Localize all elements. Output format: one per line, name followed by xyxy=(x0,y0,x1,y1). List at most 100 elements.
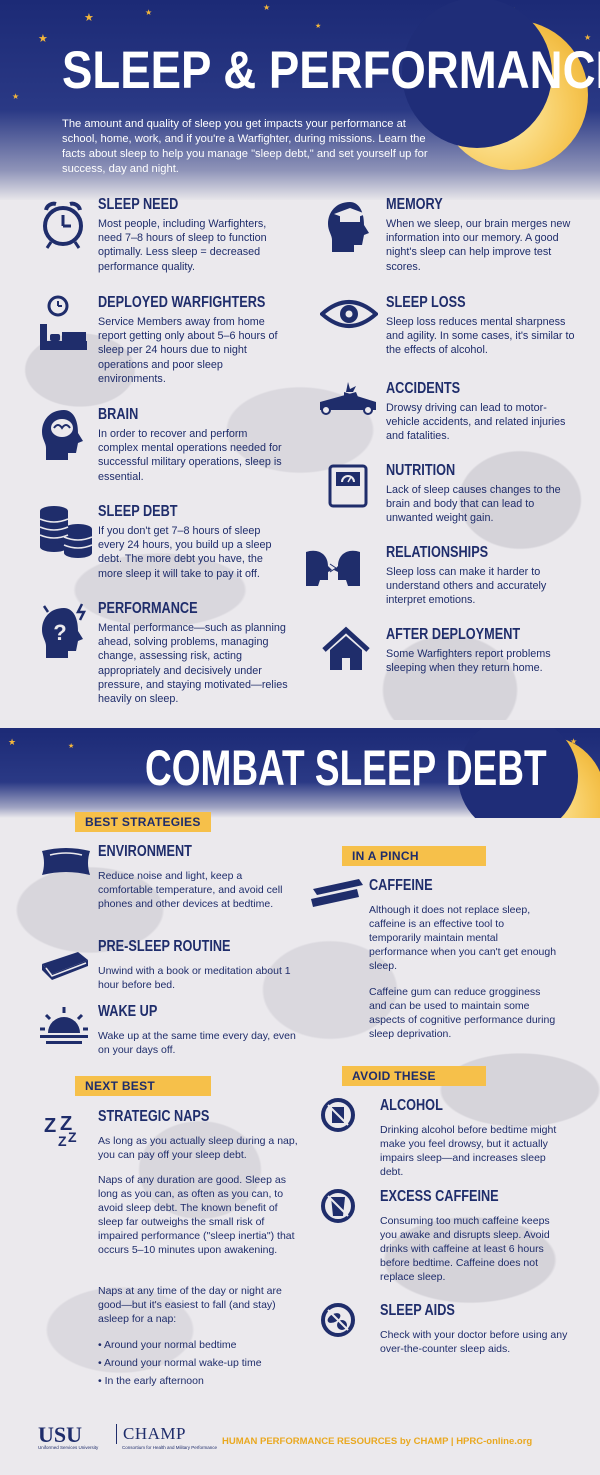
strategy-text: Reduce noise and light, keep a comfortab… xyxy=(98,870,283,910)
bed-clock-icon xyxy=(40,295,87,350)
eye-icon xyxy=(320,300,378,328)
graduation-head-icon xyxy=(328,202,369,252)
next-best-banner: NEXT BEST xyxy=(75,1076,211,1096)
svg-text:Z: Z xyxy=(44,1115,56,1137)
fact-text: Mental performance—such as planning ahea… xyxy=(98,622,288,706)
fact-text: Most people, including Warfighters, need… xyxy=(98,218,267,273)
fact-title: MEMORY xyxy=(386,196,443,213)
avoid-title: ALCOHOL xyxy=(380,1097,443,1114)
no-alcohol-icon xyxy=(321,1098,355,1132)
fact-text: Some Warfighters report problems sleepin… xyxy=(386,648,551,675)
usu-logo: USU xyxy=(38,1422,83,1447)
scale-icon xyxy=(328,464,368,508)
question-head-icon: ? xyxy=(42,603,87,658)
caffeine-title: CAFFEINE xyxy=(369,877,433,894)
fact-text: Sleep loss reduces mental sharpness and … xyxy=(386,316,575,357)
fact-text: Drowsy driving can lead to motor-vehicle… xyxy=(386,402,566,443)
fact-performance: ? PERFORMANCE Mental performance—such as… xyxy=(38,600,288,715)
star-icon: ★ xyxy=(570,737,578,746)
avoid-text: Consuming too much caffeine keeps you aw… xyxy=(380,1215,550,1283)
combat-title: COMBAT SLEEP DEBT xyxy=(145,740,547,796)
fact-relationships: RELATIONSHIPS Sleep loss can make it har… xyxy=(306,544,580,624)
avoid-these-banner: AVOID THESE xyxy=(342,1066,486,1086)
fact-nutrition: NUTRITION Lack of sleep causes changes t… xyxy=(320,462,580,542)
fact-title: DEPLOYED WARFIGHTERS xyxy=(98,294,266,311)
zzz-icon: Z Z Z Z xyxy=(44,1113,77,1149)
fact-sleep-debt: SLEEP DEBT If you don't get 7–8 hours of… xyxy=(38,503,288,598)
coin-stack-icon xyxy=(39,506,93,558)
footer: USU Uniformed Services University CHAMP … xyxy=(0,1400,600,1475)
fact-title: NUTRITION xyxy=(386,462,456,479)
star-icon: ★ xyxy=(263,3,271,12)
fact-title: PERFORMANCE xyxy=(98,600,198,617)
avoid-title: SLEEP AIDS xyxy=(380,1302,455,1319)
header-sky: ★ ★ ★ ★ ★ ★ ★ ★ xyxy=(0,0,600,200)
strategy-pre-sleep-routine: PRE-SLEEP ROUTINE Unwind with a book or … xyxy=(38,938,291,998)
fact-title: RELATIONSHIPS xyxy=(386,544,489,561)
naps-text-3: Naps at any time of the day or night are… xyxy=(98,1285,282,1325)
champ-logo: CHAMP xyxy=(116,1424,186,1444)
gum-icon xyxy=(311,879,363,907)
intro-text: The amount and quality of sleep you get … xyxy=(62,118,428,175)
fact-title: AFTER DEPLOYMENT xyxy=(386,626,521,643)
strategy-text: Unwind with a book or meditation about 1… xyxy=(98,965,291,991)
pillow-icon xyxy=(42,848,90,875)
avoid-text: Check with your doctor before using any … xyxy=(380,1329,568,1355)
no-caffeine-icon xyxy=(321,1189,355,1223)
fact-text: When we sleep, our brain merges new info… xyxy=(386,218,571,273)
fact-deployed-warfighters: DEPLOYED WARFIGHTERS Service Members awa… xyxy=(38,294,288,404)
list-item: Around your normal wake-up time xyxy=(98,1354,298,1372)
fact-memory: MEMORY When we sleep, our brain merges n… xyxy=(320,196,580,286)
fact-title: BRAIN xyxy=(98,406,139,423)
avoid-text: Drinking alcohol before bedtime might ma… xyxy=(380,1124,557,1178)
combat-header-sky: ★ ★ ★ ★ xyxy=(0,728,600,818)
strategy-text: Wake up at the same time every day, even… xyxy=(98,1030,296,1056)
list-item: Around your normal bedtime xyxy=(98,1336,298,1354)
usu-subtitle: Uniformed Services University xyxy=(38,1445,99,1450)
avoid-title: EXCESS CAFFEINE xyxy=(380,1188,499,1205)
camo-background-top xyxy=(0,170,600,720)
fact-text: Sleep loss can make it harder to underst… xyxy=(386,566,547,607)
avoid-excess-caffeine: EXCESS CAFFEINE Consuming too much caffe… xyxy=(320,1188,580,1293)
star-icon: ★ xyxy=(68,743,75,750)
fact-text: In order to recover and perform complex … xyxy=(98,428,282,483)
star-icon: ★ xyxy=(145,8,153,17)
svg-text:Z: Z xyxy=(58,1133,67,1149)
svg-text:Z: Z xyxy=(60,1113,72,1135)
svg-text:Z: Z xyxy=(68,1129,77,1145)
fact-accidents: ACCIDENTS Drowsy driving can lead to mot… xyxy=(320,380,580,460)
star-icon: ★ xyxy=(8,737,17,747)
star-icon: ★ xyxy=(584,33,592,42)
alarm-clock-icon xyxy=(43,201,83,249)
brain-head-icon xyxy=(42,410,83,460)
page-title: SLEEP & PERFORMANCE xyxy=(62,41,600,100)
caffeine-text-1: Although it does not replace sleep, caff… xyxy=(369,904,557,972)
moon-shadow xyxy=(458,728,578,818)
champ-subtitle: Consortium for Health and Military Perfo… xyxy=(122,1445,218,1450)
avoid-sleep-aids: SLEEP AIDS Check with your doctor before… xyxy=(320,1302,580,1367)
svg-text:?: ? xyxy=(53,620,66,645)
fact-title: SLEEP LOSS xyxy=(386,294,466,311)
naps-bullet-list: Around your normal bedtime Around your n… xyxy=(98,1336,298,1390)
star-icon: ★ xyxy=(12,92,20,101)
fact-title: ACCIDENTS xyxy=(386,380,461,397)
strategy-environment: ENVIRONMENT Reduce noise and light, keep… xyxy=(38,843,288,933)
fact-title: SLEEP NEED xyxy=(98,196,179,213)
in-a-pinch-banner: IN A PINCH xyxy=(342,846,486,866)
fact-text: Service Members away from home report ge… xyxy=(98,316,278,385)
caffeine-text-2: Caffeine gum can reduce grogginess and c… xyxy=(369,986,556,1040)
house-icon xyxy=(322,626,370,670)
fact-title: SLEEP DEBT xyxy=(98,503,178,520)
hprc-link[interactable]: HUMAN PERFORMANCE RESOURCES by CHAMP | H… xyxy=(222,1436,533,1447)
two-heads-icon xyxy=(306,550,360,586)
strategy-title: ENVIRONMENT xyxy=(98,843,192,860)
car-crash-icon xyxy=(320,382,376,415)
star-icon: ★ xyxy=(315,23,322,30)
book-icon xyxy=(42,952,88,980)
naps-title: STRATEGIC NAPS xyxy=(98,1108,210,1125)
fact-sleep-need: SLEEP NEED Most people, including Warfig… xyxy=(38,196,288,286)
fact-after-deployment: AFTER DEPLOYMENT Some Warfighters report… xyxy=(320,626,580,696)
naps-text-2: Naps of any duration are good. Sleep as … xyxy=(98,1174,295,1256)
fact-brain: BRAIN In order to recover and perform co… xyxy=(38,406,288,496)
naps-text-1: As long as you actually sleep during a n… xyxy=(98,1135,298,1161)
